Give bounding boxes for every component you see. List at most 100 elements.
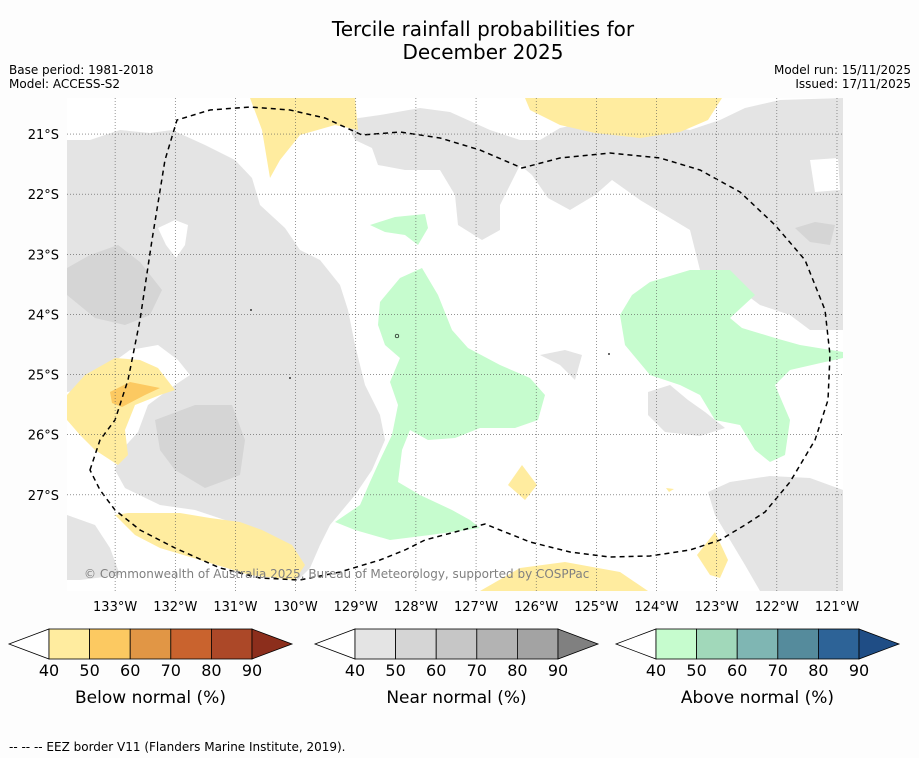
model-name: Model: ACCESS-S2 bbox=[9, 77, 121, 91]
near-normal-region-east bbox=[708, 476, 843, 591]
x-tick-label: 126°W bbox=[514, 600, 558, 615]
colorbar-tick-label: 70 bbox=[161, 661, 181, 680]
below-normal-region-bottom bbox=[480, 562, 648, 591]
colorbar-tick-label: 70 bbox=[768, 661, 788, 680]
colorbar-tick-label: 90 bbox=[242, 661, 262, 680]
colorbar-segment bbox=[170, 628, 212, 660]
colorbar-tick-label: 90 bbox=[849, 661, 869, 680]
eez-border bbox=[89, 106, 831, 581]
colorbar-segment bbox=[435, 628, 478, 660]
colorbars: 40 50 60 70 80 90 Below normal (%) 40 50 60 70 80 90… bbox=[7, 628, 901, 708]
colorbar-tick-label: 60 bbox=[120, 661, 140, 680]
near-normal-region-mid bbox=[648, 385, 725, 436]
near-normal-region-dark-mid bbox=[155, 405, 245, 488]
colorbar-segment bbox=[395, 628, 437, 660]
colorbar-tick-label: 60 bbox=[727, 661, 747, 680]
y-tick-label: 25°S bbox=[28, 369, 59, 384]
title-line-2: December 2025 bbox=[402, 40, 564, 64]
near-normal-region-dark-east bbox=[795, 222, 835, 245]
below-normal-region-west-core bbox=[110, 382, 160, 407]
island-mark bbox=[608, 353, 610, 355]
y-tick-label: 26°S bbox=[28, 429, 59, 444]
colorbar-tick-label: 80 bbox=[808, 661, 828, 680]
below-normal-region-small-1 bbox=[508, 465, 537, 500]
x-tick-label: 133°W bbox=[93, 600, 137, 615]
colorbar-tick-label: 50 bbox=[686, 661, 706, 680]
y-tick-label: 21°S bbox=[28, 128, 59, 143]
colorbar-label: Near normal (%) bbox=[386, 688, 526, 708]
x-tick-label: 125°W bbox=[574, 600, 618, 615]
model-run: Model run: 15/11/2025 bbox=[773, 63, 911, 77]
y-tick-label: 22°S bbox=[28, 188, 59, 203]
colorbar-extend-high bbox=[858, 628, 901, 660]
colorbar-segment bbox=[210, 628, 253, 660]
base-period: Base period: 1981-2018 bbox=[9, 63, 154, 77]
colorbar-extend-low bbox=[7, 628, 50, 660]
colorbar-tick-label: 80 bbox=[507, 661, 527, 680]
colorbar-segment bbox=[476, 628, 518, 660]
colorbar-tick-label: 50 bbox=[385, 661, 405, 680]
colorbar-segment bbox=[777, 628, 819, 660]
x-tick-label: 124°W bbox=[634, 600, 678, 615]
meta-left: Base period: 1981-2018 Model: ACCESS-S2 bbox=[9, 63, 154, 91]
colorbar-extend-low bbox=[313, 628, 356, 660]
white-hole-2 bbox=[810, 158, 840, 192]
colorbar-segment bbox=[354, 628, 396, 660]
colorbar-extend-high bbox=[557, 628, 600, 660]
colorbar-label: Below normal (%) bbox=[75, 688, 226, 708]
meta-right: Model run: 15/11/2025 Issued: 17/11/2025 bbox=[774, 63, 911, 91]
x-tick-label: 123°W bbox=[695, 600, 739, 615]
colorbar-segment bbox=[655, 628, 697, 660]
below-normal-region-south bbox=[115, 513, 305, 580]
colorbar-tick-label: 80 bbox=[201, 661, 221, 680]
x-tick-label: 129°W bbox=[334, 600, 378, 615]
x-tick-label: 127°W bbox=[454, 600, 498, 615]
colorbar-tick-label: 50 bbox=[79, 661, 99, 680]
below-normal-region-west bbox=[67, 358, 175, 465]
colorbar-tick-label: 90 bbox=[548, 661, 568, 680]
x-axis-ticks: 133°W 132°W 131°W 130°W 129°W 128°W 127°W 126°W… bbox=[93, 600, 859, 615]
colorbar: 40 50 60 70 80 90 Above normal (%) bbox=[614, 628, 901, 708]
issued-date: Issued: 17/11/2025 bbox=[795, 77, 911, 91]
colorbar-segment bbox=[89, 628, 131, 660]
x-tick-label: 130°W bbox=[274, 600, 318, 615]
island-mark bbox=[289, 377, 291, 379]
legend-note: -- -- -- EEZ border V11 (Flanders Marine… bbox=[9, 740, 346, 754]
below-normal-region-speck bbox=[666, 488, 674, 492]
below-normal-region-north bbox=[250, 98, 358, 178]
colorbar-label: Above normal (%) bbox=[681, 688, 834, 708]
island-mark bbox=[250, 309, 252, 311]
above-normal-region-north bbox=[370, 214, 428, 245]
y-axis-ticks: 21°S 22°S 23°S 24°S 25°S 26°S 27°S bbox=[28, 128, 59, 504]
near-normal-region-west bbox=[67, 130, 385, 580]
x-tick-label: 131°W bbox=[213, 600, 257, 615]
colorbar-segment bbox=[517, 628, 559, 660]
below-normal-region-northeast bbox=[525, 98, 722, 138]
x-tick-label: 122°W bbox=[755, 600, 799, 615]
map-plot-area bbox=[67, 98, 843, 591]
y-tick-label: 27°S bbox=[28, 489, 59, 504]
above-normal-region-center bbox=[335, 268, 545, 540]
island-mark bbox=[394, 333, 400, 339]
colorbar: 40 50 60 70 80 90 Near normal (%) bbox=[313, 628, 600, 708]
copyright-text: © Commonwealth of Australia 2025, Bureau… bbox=[84, 567, 589, 581]
near-normal-region-southwest bbox=[67, 515, 120, 580]
colorbar-segment bbox=[736, 628, 779, 660]
colorbar-segment bbox=[129, 628, 172, 660]
gridlines bbox=[67, 98, 843, 591]
colorbar-tick-label: 60 bbox=[426, 661, 446, 680]
colorbar-segment bbox=[818, 628, 860, 660]
below-normal-region-small-2 bbox=[697, 532, 728, 578]
white-hole-1 bbox=[158, 220, 188, 258]
title-line-1: Tercile rainfall probabilities for bbox=[331, 17, 635, 41]
y-tick-label: 23°S bbox=[28, 248, 59, 263]
near-normal-region-small bbox=[540, 350, 582, 380]
colorbar: 40 50 60 70 80 90 Below normal (%) bbox=[7, 628, 294, 708]
x-tick-label: 128°W bbox=[394, 600, 438, 615]
x-tick-label: 132°W bbox=[153, 600, 197, 615]
y-tick-label: 24°S bbox=[28, 308, 59, 323]
chart-title: Tercile rainfall probabilities for Decem… bbox=[0, 18, 919, 64]
colorbar-extend-high bbox=[251, 628, 294, 660]
colorbar-tick-label: 40 bbox=[345, 661, 365, 680]
